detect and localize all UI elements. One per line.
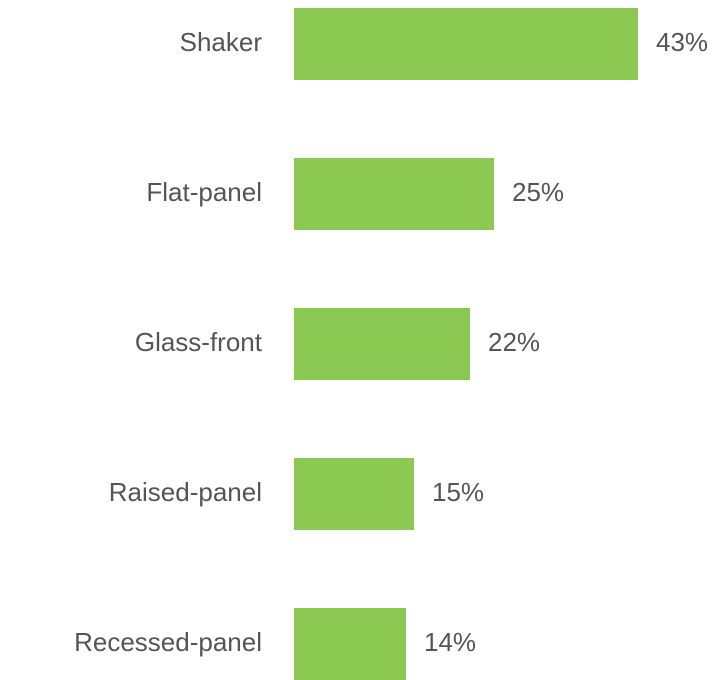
category-label: Shaker [180,27,263,57]
value-label: 25% [512,177,564,207]
category-label: Recessed-panel [74,627,262,657]
bar [294,8,638,80]
bar [294,308,470,380]
category-label: Glass-front [135,327,263,357]
category-label: Raised-panel [109,477,262,507]
bar [294,158,494,230]
value-label: 43% [656,27,708,57]
bar [294,608,406,680]
value-label: 14% [424,627,476,657]
category-label: Flat-panel [146,177,262,207]
bar [294,458,414,530]
value-label: 22% [488,327,540,357]
value-label: 15% [432,477,484,507]
